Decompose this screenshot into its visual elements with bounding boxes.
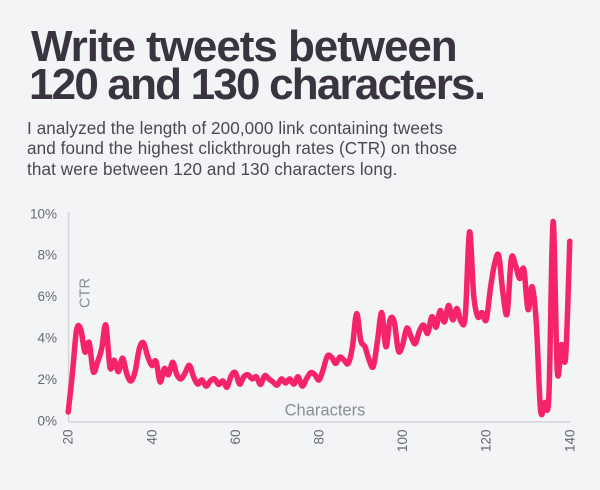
x-tick-label: 140 [562,430,577,453]
subtitle-line-3: that were between 120 and 130 characters… [27,159,398,179]
x-tick-label: 60 [228,430,243,445]
x-tick-label: 120 [479,430,494,453]
y-tick-label: 8% [37,248,57,263]
subtitle-line-2: and found the highest clickthrough rates… [27,139,458,158]
x-tick-label: 20 [61,430,76,445]
y-tick-label: 6% [37,289,57,304]
x-tick-label: 80 [312,430,327,445]
title-line-1: Write tweets between [31,21,458,71]
title-line-2: 120 and 130 characters. [29,60,486,109]
x-axis-title: Characters [285,402,366,420]
x-tick-label: 100 [395,430,410,453]
y-axis-title: CTR [78,278,94,308]
page-title: Write tweets between 120 and 130 charact… [29,24,591,107]
y-tick-label: 0% [37,413,57,428]
chart-subtitle: I analyzed the length of 200,000 link co… [27,119,527,181]
y-tick-label: 10% [30,206,57,221]
subtitle-line-1: I analyzed the length of 200,000 link co… [27,118,444,138]
y-tick-label: 2% [37,372,57,387]
x-tick-label: 40 [144,430,159,445]
ctr-line-series [65,218,573,418]
y-tick-label: 4% [37,331,57,346]
